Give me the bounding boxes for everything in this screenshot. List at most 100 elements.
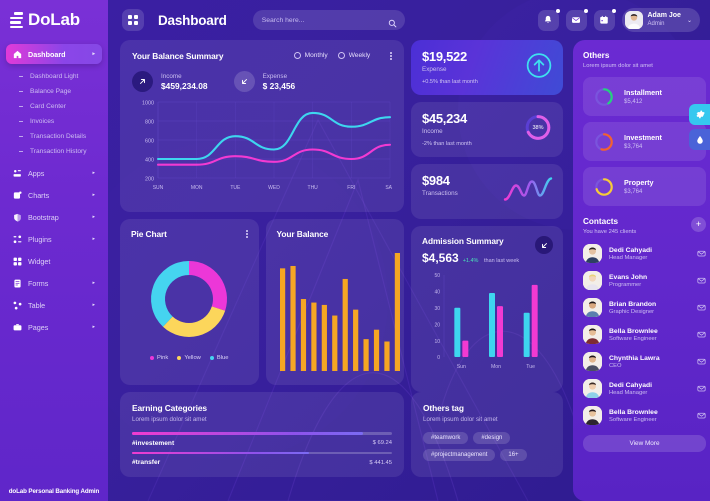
sidebar-subitem-transaction-history[interactable]: Transaction History	[6, 144, 102, 159]
sidebar-item-widget[interactable]: Widget	[6, 251, 102, 271]
mail-icon[interactable]	[565, 8, 588, 31]
tag-design[interactable]: #design	[473, 432, 511, 444]
sidebar-subitem-balance-page[interactable]: Balance Page	[6, 84, 102, 99]
expense-stat: Expense $ 23,456	[263, 73, 296, 91]
contact-list-item[interactable]: Bella Brownlee Software Engineer	[583, 402, 706, 429]
card-title: Admission Summary	[422, 236, 504, 246]
sidebar-subitem-invoices[interactable]: Invoices	[6, 114, 102, 129]
sidebar-subitem-card-center[interactable]: Card Center	[6, 99, 102, 114]
sidebar-item-apps[interactable]: Apps ▸	[6, 163, 102, 183]
income-label: Income	[161, 72, 182, 80]
envelope-icon[interactable]	[697, 245, 706, 263]
sidebar-subitem-label: Transaction Details	[30, 133, 87, 140]
ring-progress-icon	[595, 132, 613, 151]
pie-chart-card: Pie Chart Pink Yellow Blue	[120, 219, 259, 385]
sidebar-item-plugins[interactable]: Plugins ▸	[6, 229, 102, 249]
dash-icon	[19, 136, 23, 137]
sidebar-subitem-transaction-details[interactable]: Transaction Details	[6, 129, 102, 144]
donut-percent-label: 38%	[532, 125, 543, 131]
envelope-icon[interactable]	[697, 272, 706, 290]
sidebar-item-dashboard[interactable]: Dashboard ▸	[6, 44, 102, 64]
sidebar-item-label: Bootstrap	[28, 212, 59, 222]
svg-text:800: 800	[145, 119, 154, 125]
radio-monthly[interactable]: Monthly	[293, 52, 328, 60]
plus-icon[interactable]: +	[691, 217, 706, 232]
balance-stats: Income $459,234.08 Expense $ 23,456	[132, 71, 392, 92]
progress-track	[132, 451, 392, 455]
brand-logo[interactable]: DoLab	[0, 0, 108, 40]
progress-fill	[132, 451, 309, 455]
contact-list-item[interactable]: Dedi Cahyadi Head Manager	[583, 240, 706, 267]
envelope-icon[interactable]	[697, 353, 706, 371]
radio-weekly[interactable]: Weekly	[337, 52, 371, 60]
contact-list-item[interactable]: Brian Brandon Graphic Designer	[583, 294, 706, 321]
card-title: Pie Chart	[131, 229, 167, 239]
stat-value: $984	[422, 173, 450, 188]
topbar-actions: Adam Joe Admin ⌄	[537, 8, 700, 32]
earning-amount: $ 441.45	[369, 459, 392, 466]
settings-gear-icon[interactable]	[689, 104, 710, 125]
expense-value: $ 23,456	[262, 80, 296, 91]
contact-list-item[interactable]: Evans John Programmer	[583, 267, 706, 294]
svg-text:10: 10	[434, 339, 440, 345]
profile-menu[interactable]: Adam Joe Admin ⌄	[621, 8, 700, 32]
search-box[interactable]	[252, 10, 405, 33]
chevron-right-icon: ▸	[92, 280, 95, 286]
other-item-investment[interactable]: Investment $3,764	[583, 122, 706, 161]
legend-label: Blue	[216, 355, 229, 361]
footer-text: doLab Personal Banking Admin	[8, 488, 100, 495]
chevron-down-icon[interactable]: ⌄	[686, 17, 692, 24]
progress-fill	[132, 432, 364, 435]
calendar-icon[interactable]	[593, 8, 616, 31]
tag-projectmanagement[interactable]: #projectmanagement	[423, 449, 496, 461]
sidebar-item-label: Pages	[28, 322, 49, 332]
admission-amount: $4,563	[422, 251, 459, 265]
sidebar-subitem-dashboard-light[interactable]: Dashboard Light	[6, 69, 102, 84]
sidebar-item-table[interactable]: Table ▸	[6, 295, 102, 315]
admission-delta-suffix: than last week	[482, 258, 520, 264]
envelope-icon[interactable]	[697, 407, 706, 425]
tag-more-count[interactable]: 16+	[500, 449, 527, 461]
envelope-icon[interactable]	[697, 326, 706, 344]
admission-bar-chart: 0 10 20 30 40 50 Sun Mon Tue	[422, 269, 552, 384]
grid-icon[interactable]	[122, 9, 144, 31]
contact-list-item[interactable]: Dedi Cahyadi Head Manager	[583, 375, 706, 402]
envelope-icon[interactable]	[697, 380, 706, 398]
balance-summary-header: Your Balance Summary Monthly Weekly	[132, 51, 392, 61]
contact-list-item[interactable]: Chynthia Lawra CEO	[583, 348, 706, 375]
kebab-menu-icon[interactable]	[390, 51, 392, 61]
contact-name: Brian Brandon	[609, 300, 657, 308]
svg-text:Mon: Mon	[491, 364, 501, 370]
main-region: Dashboard	[108, 0, 710, 501]
earning-row-transfer: #transfer $ 441.45	[132, 451, 392, 466]
expense-stat-card: $19,522 Expense +0.5% than last month	[411, 40, 563, 95]
legend-item-yellow: Yellow	[177, 355, 201, 361]
svg-text:Tue: Tue	[526, 364, 535, 370]
arrow-down-left-icon[interactable]	[535, 236, 553, 254]
view-more-button[interactable]: View More	[583, 435, 706, 452]
sidebar-item-forms[interactable]: Forms ▸	[6, 273, 102, 293]
sidebar-item-pages[interactable]: Pages ▸	[6, 317, 102, 337]
avatar	[583, 406, 602, 425]
sidebar-item-charts[interactable]: Charts ▸	[6, 185, 102, 205]
search-input[interactable]	[261, 16, 396, 24]
droplet-icon[interactable]	[689, 129, 710, 150]
other-item-installment[interactable]: Installment $5,412	[583, 77, 706, 116]
radio-label: Weekly	[348, 52, 371, 60]
row-bottom: Earning Categories Lorem ipsum dolor sit…	[120, 392, 563, 477]
stat-label: Expense	[422, 66, 447, 73]
other-item-property[interactable]: Property $3,764	[583, 167, 706, 206]
bell-icon[interactable]	[537, 8, 560, 31]
others-subtitle: Lorem ipsum dolor sit amet	[583, 63, 653, 69]
sidebar-subitem-label: Dashboard Light	[30, 73, 79, 80]
notification-badge	[611, 8, 616, 13]
envelope-icon[interactable]	[697, 299, 706, 317]
kebab-menu-icon[interactable]	[245, 229, 248, 239]
card-title: Your Balance	[276, 229, 329, 239]
pages-icon	[13, 323, 22, 332]
contact-list-item[interactable]: Bella Brownlee Software Engineer	[583, 321, 706, 348]
svg-text:WED: WED	[268, 185, 280, 191]
tag-teamwork[interactable]: #teamwork	[423, 432, 469, 444]
sidebar-item-bootstrap[interactable]: Bootstrap ▸	[6, 207, 102, 227]
search-icon[interactable]	[388, 15, 397, 33]
